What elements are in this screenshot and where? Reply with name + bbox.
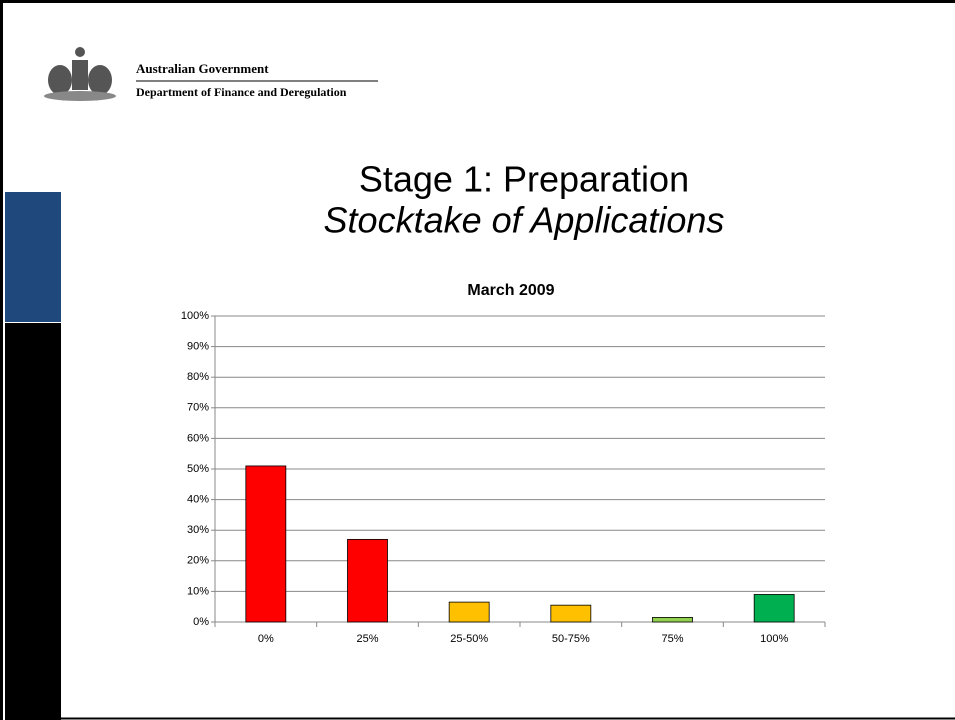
y-tick-label: 10% (187, 585, 209, 597)
x-tick-label: 25-50% (450, 633, 488, 645)
slide-subtitle: Stocktake of Applications (324, 200, 725, 241)
x-tick-label: 75% (661, 633, 683, 645)
y-tick-label: 40% (187, 494, 209, 506)
y-tick-label: 60% (187, 432, 209, 444)
bar (347, 538, 388, 623)
bar (448, 601, 490, 623)
bar (245, 465, 287, 623)
slide-title: Stage 1: Preparation (359, 159, 689, 200)
y-tick-label: 30% (187, 524, 209, 536)
y-tick-label: 50% (187, 463, 209, 475)
bar (753, 594, 795, 623)
x-tick-label: 100% (760, 633, 788, 645)
side-bar-black (5, 323, 61, 720)
x-tick-label: 25% (356, 633, 378, 645)
side-bar-blue (5, 192, 61, 322)
y-tick-label: 90% (187, 341, 209, 353)
crest (44, 47, 116, 101)
x-tick-label: 0% (258, 633, 274, 645)
x-tick-label: 50-75% (552, 633, 590, 645)
bar (550, 604, 592, 623)
y-tick-label: 80% (187, 371, 209, 383)
bar (652, 617, 693, 623)
y-tick-label: 70% (187, 402, 209, 414)
chart-title: March 2009 (467, 282, 554, 299)
org-name: Australian Government (136, 61, 269, 76)
y-tick-label: 100% (181, 310, 209, 322)
y-tick-label: 20% (187, 555, 209, 567)
y-tick-label: 0% (193, 616, 209, 628)
department-name: Department of Finance and Deregulation (136, 85, 347, 99)
